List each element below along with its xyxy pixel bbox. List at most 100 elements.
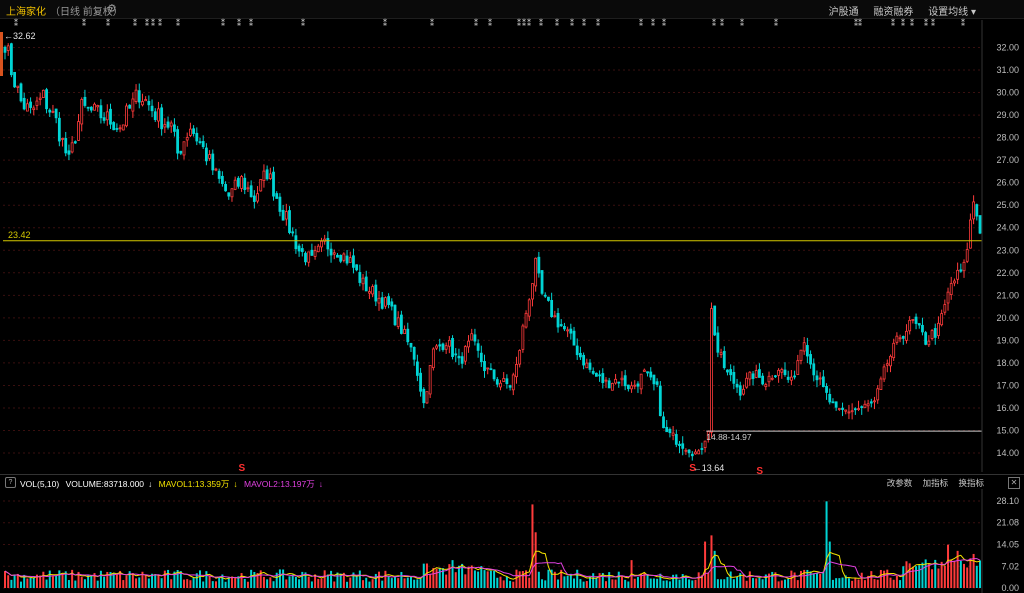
candle	[224, 184, 227, 192]
volume-bar	[112, 573, 115, 588]
y-tick-label: 16.00	[996, 403, 1019, 413]
gear-icon[interactable]: ⚙	[107, 3, 117, 15]
volume-bar	[851, 580, 854, 588]
candle	[179, 150, 183, 154]
candle	[86, 106, 90, 109]
candle	[601, 373, 605, 384]
volume-bar	[720, 579, 723, 588]
candle	[198, 141, 202, 144]
event-marker-icon: ⁑	[488, 17, 492, 28]
candle	[141, 101, 144, 106]
candle	[892, 342, 896, 359]
candle	[291, 231, 295, 234]
volume-bar	[486, 571, 489, 588]
candle	[227, 192, 231, 197]
volume-bar	[189, 580, 192, 588]
candle	[652, 374, 656, 385]
volume-bar	[58, 570, 61, 588]
volume-bar	[956, 550, 959, 588]
candle	[809, 354, 812, 365]
candle	[105, 111, 109, 121]
add-indicator-button[interactable]: 加指标	[922, 478, 949, 488]
volume-bar	[365, 577, 368, 588]
candle	[281, 209, 285, 221]
candle	[368, 291, 371, 294]
candle	[895, 335, 899, 343]
nav-hugutong[interactable]: 沪股通	[828, 7, 859, 18]
candle	[700, 448, 704, 450]
candle	[594, 372, 598, 377]
candle	[805, 345, 809, 357]
candle	[32, 107, 36, 111]
candle	[511, 374, 515, 391]
mavol2-value: MAVOL2:13.197万	[244, 479, 315, 489]
candle	[329, 248, 333, 256]
volume-bar	[784, 579, 786, 588]
candle	[19, 83, 23, 102]
volume-bar	[502, 580, 505, 588]
candle	[953, 280, 956, 284]
volume-bar	[99, 570, 102, 588]
candle	[377, 297, 381, 304]
candle	[144, 99, 148, 102]
volume-bar	[835, 578, 838, 588]
candle	[873, 400, 876, 403]
volume-bar	[573, 578, 576, 588]
volume-bar	[323, 570, 326, 588]
candle	[828, 393, 832, 403]
candle	[799, 349, 803, 361]
volume-bar	[272, 581, 275, 588]
vol-y-tick-label: 14.05	[996, 540, 1019, 550]
volume-bar	[768, 573, 771, 588]
candle	[591, 370, 595, 374]
candle	[697, 450, 701, 455]
volume-bar	[387, 576, 390, 588]
nav-margin-trading[interactable]: 融资融券	[873, 7, 914, 18]
event-marker-icon: ⁑	[527, 17, 531, 28]
candle	[559, 324, 563, 327]
volume-bar	[627, 581, 630, 588]
volume-bar	[167, 569, 170, 588]
candle	[969, 219, 972, 249]
volume-bar	[429, 574, 432, 588]
candle	[569, 328, 573, 334]
edit-params-button[interactable]: 改参数	[886, 478, 913, 488]
candle	[917, 323, 921, 326]
volume-bar	[604, 581, 607, 588]
candle	[166, 121, 170, 128]
candle	[29, 101, 32, 108]
volume-bar	[346, 581, 349, 588]
candle	[639, 373, 643, 390]
change-indicator-button[interactable]: 换指标	[958, 478, 984, 488]
volume-bar	[135, 578, 138, 588]
volume-bar	[895, 575, 898, 588]
candle	[495, 379, 499, 385]
volume-bar	[496, 577, 499, 588]
volume-bar	[42, 571, 45, 588]
candle	[508, 385, 512, 388]
candle	[713, 305, 717, 336]
vol-y-tick-label: 7.02	[1001, 561, 1019, 571]
candle	[674, 434, 678, 445]
candle	[125, 105, 128, 127]
volume-bar	[534, 532, 537, 588]
help-icon[interactable]: ?	[5, 477, 16, 488]
volume-bar	[7, 575, 10, 588]
nav-set-ma[interactable]: 设置均线 ▾	[928, 7, 976, 18]
candle	[387, 296, 391, 305]
candle	[610, 383, 614, 391]
panel-divider	[0, 474, 1024, 475]
candle	[112, 122, 116, 131]
volume-bar	[870, 571, 873, 588]
volume-bar	[307, 576, 310, 588]
candle	[284, 211, 288, 220]
candle	[393, 304, 397, 326]
candle	[502, 378, 506, 382]
volume-bar	[419, 578, 422, 588]
volume-chart[interactable]: 28.10 21.08 14.05 7.02 0.00	[0, 489, 1024, 593]
volume-bar	[13, 574, 16, 588]
price-chart[interactable]: ⁑ ⁑ ⁑ ⁑ ⁑ ⁑ ⁑ ⁑ ⁑ ⁑ ⁑ ⁑ ⁑ ⁑ ⁑ ⁑ ⁑ ⁑ ⁑ ⁑ ⁑ ⁑ ⁑ ⁑ ⁑ ⁑ ⁑ ⁑ ⁑ ⁑ ⁑ ⁑ ⁑ ⁑ ⁑ ⁑ ⁑ ⁑ ⁑ …	[0, 0, 1024, 474]
close-icon[interactable]: ✕	[1008, 477, 1020, 489]
volume-bar	[780, 580, 783, 588]
volume-bar	[589, 576, 591, 588]
